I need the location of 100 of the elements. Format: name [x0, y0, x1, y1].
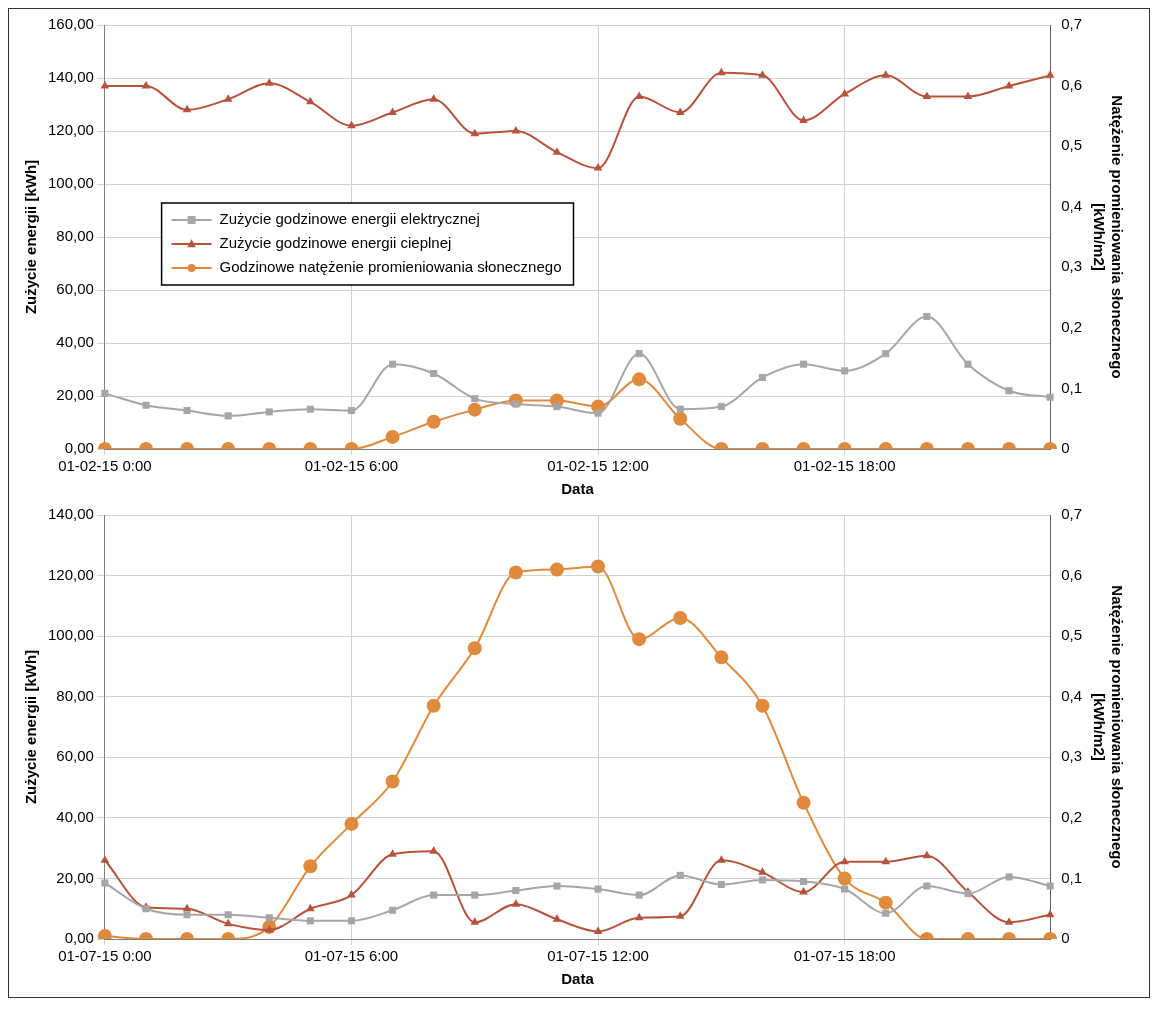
x-tick-label: 01-07-15 6:00 — [304, 947, 399, 965]
point — [264, 78, 274, 86]
point — [758, 876, 766, 884]
y-axis-title: Zużycie energii [kWh] — [22, 649, 40, 805]
legend-label: Zużycie godzinowe energii elektrycznej — [219, 210, 480, 228]
point — [632, 632, 647, 647]
point — [840, 856, 849, 865]
y-tick-label: 0,00 — [64, 439, 94, 457]
y2-tick-label: 0,4 — [1061, 196, 1083, 214]
point — [182, 903, 192, 912]
x-tick-label: 01-02-15 12:00 — [547, 457, 649, 475]
y-tick-label: 100,00 — [47, 626, 94, 644]
point — [593, 926, 603, 934]
point — [717, 67, 726, 76]
point — [593, 163, 603, 171]
y2-tick-label: 0,3 — [1061, 257, 1083, 275]
point — [470, 917, 480, 925]
point — [758, 373, 766, 381]
y-tick-label: 100,00 — [47, 174, 94, 192]
point — [594, 409, 602, 417]
point — [429, 846, 438, 854]
point — [388, 107, 397, 115]
point — [717, 403, 725, 411]
point — [306, 917, 314, 925]
x-axis-title: Data — [561, 970, 595, 988]
point — [306, 96, 315, 105]
point — [758, 867, 767, 875]
point — [183, 911, 191, 919]
y-tick-label: 120,00 — [47, 121, 94, 139]
point — [347, 890, 356, 898]
point — [430, 891, 438, 899]
point — [717, 855, 726, 863]
point — [841, 367, 849, 375]
point — [182, 104, 192, 113]
x-tick-label: 01-07-15 12:00 — [547, 947, 649, 965]
point — [101, 879, 109, 887]
point — [799, 115, 808, 123]
point — [964, 360, 972, 368]
point — [344, 816, 359, 831]
point — [1046, 882, 1054, 890]
point — [800, 877, 808, 885]
point — [881, 856, 891, 865]
y2-tick-label: 0,4 — [1061, 686, 1083, 704]
y2-tick-label: 0 — [1061, 929, 1070, 947]
point — [552, 914, 562, 922]
point — [471, 891, 479, 899]
y2-tick-label: 0,2 — [1061, 318, 1083, 335]
point — [265, 408, 273, 416]
legend-label: Godzinowe natężenie promieniowania słonecznego — [219, 258, 562, 276]
y-tick-label: 80,00 — [56, 686, 94, 704]
point — [1005, 387, 1013, 395]
point — [553, 882, 561, 890]
point — [882, 909, 890, 917]
point — [1004, 917, 1014, 925]
y2-tick-label: 0,6 — [1061, 75, 1083, 93]
point — [389, 906, 397, 914]
y2-tick-label: 0,3 — [1061, 747, 1083, 765]
y-tick-label: 140,00 — [47, 68, 94, 86]
point — [385, 774, 400, 789]
point — [1004, 80, 1014, 89]
point — [223, 94, 233, 102]
point — [1045, 70, 1055, 78]
point — [223, 918, 233, 927]
point — [634, 912, 644, 921]
point — [755, 698, 770, 713]
point — [265, 914, 273, 922]
y2-axis-title: Natężenie promieniowania słonecznego [kWh/m2] — [1090, 585, 1126, 869]
point — [553, 403, 561, 411]
y-tick-label: 20,00 — [56, 868, 94, 886]
point — [511, 126, 521, 134]
point — [881, 70, 891, 78]
y2-tick-label: 0,7 — [1061, 505, 1083, 523]
point — [430, 369, 438, 378]
point — [635, 891, 643, 899]
y2-axis-title: Natężenie promieniowania słonecznego [kWh/m2] — [1090, 95, 1126, 379]
point — [923, 882, 931, 890]
y-tick-label: 80,00 — [56, 227, 94, 245]
point — [549, 562, 564, 577]
point — [508, 565, 523, 580]
legend-label: Zużycie godzinowe energii cieplnej — [219, 234, 452, 252]
y-tick-label: 160,00 — [47, 15, 94, 33]
point — [1005, 873, 1013, 881]
point — [141, 80, 151, 89]
point — [471, 395, 479, 403]
x-axis-title: Data — [561, 480, 595, 498]
point — [796, 795, 811, 810]
y2-tick-label: 0,5 — [1061, 136, 1083, 154]
point — [224, 412, 232, 420]
point — [100, 855, 110, 863]
y2-tick-label: 0 — [1061, 439, 1070, 457]
y-tick-label: 40,00 — [56, 333, 94, 351]
point — [673, 610, 688, 625]
point — [512, 887, 520, 895]
point — [594, 885, 602, 893]
x-tick-label: 01-07-15 0:00 — [58, 947, 152, 965]
y-tick-label: 40,00 — [56, 808, 94, 825]
y-tick-label: 60,00 — [56, 280, 94, 298]
point — [799, 887, 808, 895]
point — [1045, 909, 1055, 918]
point — [1046, 393, 1054, 401]
